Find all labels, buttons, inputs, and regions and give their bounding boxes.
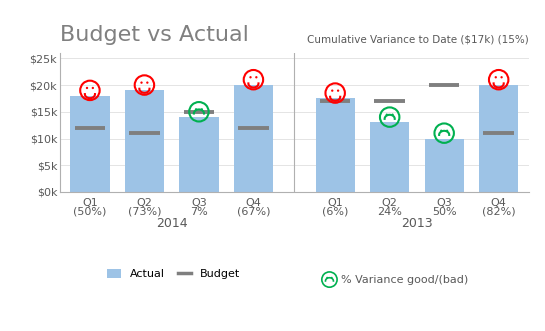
Bar (479, 85, 518, 192)
Text: (67%): (67%) (237, 207, 270, 217)
Text: % Variance good/(bad): % Variance good/(bad) (341, 274, 468, 285)
Text: Q4: Q4 (245, 198, 262, 209)
Ellipse shape (446, 129, 448, 132)
Text: Cumulative Variance to Date ($17k) (15%): Cumulative Variance to Date ($17k) (15%) (307, 35, 529, 45)
Text: Q2: Q2 (136, 198, 153, 209)
Ellipse shape (255, 76, 257, 78)
Ellipse shape (326, 277, 328, 279)
Text: 50%: 50% (432, 207, 457, 217)
Text: Budget vs Actual: Budget vs Actual (60, 24, 249, 45)
Text: Q1: Q1 (328, 198, 343, 209)
Ellipse shape (195, 108, 197, 111)
Ellipse shape (495, 76, 497, 78)
Ellipse shape (391, 114, 393, 116)
Ellipse shape (146, 81, 148, 84)
Text: (50%): (50%) (73, 207, 107, 217)
Ellipse shape (337, 89, 339, 92)
Text: Q1: Q1 (82, 198, 98, 209)
Text: (82%): (82%) (482, 207, 516, 217)
Bar (179, 117, 219, 192)
Text: Q3: Q3 (437, 198, 452, 209)
Ellipse shape (331, 89, 334, 92)
Bar (316, 98, 355, 192)
Text: (6%): (6%) (322, 207, 348, 217)
Bar (425, 138, 464, 192)
Ellipse shape (386, 114, 388, 116)
Text: 2014: 2014 (156, 216, 187, 230)
Ellipse shape (92, 87, 94, 89)
Text: 7%: 7% (190, 207, 208, 217)
Ellipse shape (500, 76, 502, 78)
Text: Q3: Q3 (191, 198, 207, 209)
Legend: Actual, Budget: Actual, Budget (103, 264, 245, 284)
Bar (125, 90, 164, 192)
Text: (73%): (73%) (128, 207, 161, 217)
Bar (234, 85, 273, 192)
Text: 24%: 24% (377, 207, 402, 217)
Text: Q4: Q4 (490, 198, 507, 209)
Text: Q2: Q2 (382, 198, 398, 209)
Ellipse shape (86, 87, 88, 89)
Bar (370, 122, 409, 192)
Ellipse shape (250, 76, 252, 78)
Ellipse shape (141, 81, 143, 84)
Text: 2013: 2013 (401, 216, 433, 230)
Ellipse shape (440, 129, 443, 132)
Ellipse shape (331, 277, 332, 279)
Ellipse shape (201, 108, 203, 111)
Bar (70, 96, 110, 192)
